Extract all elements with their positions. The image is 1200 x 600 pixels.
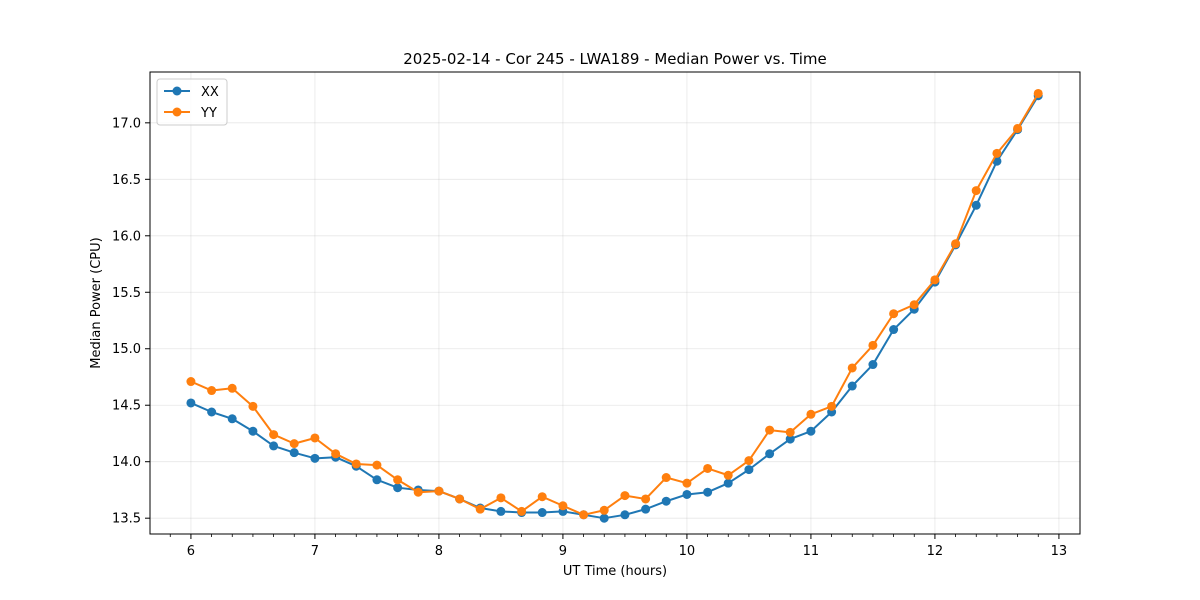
data-point-yy (227, 383, 237, 393)
data-point-yy (434, 486, 444, 496)
data-point-xx (620, 510, 630, 520)
x-tick-label: 12 (927, 544, 944, 559)
data-point-xx (723, 478, 733, 488)
y-tick-label: 14.0 (112, 455, 141, 470)
data-point-xx (744, 465, 754, 475)
data-point-xx (703, 487, 713, 497)
data-point-xx (971, 200, 981, 210)
data-point-yy (558, 501, 568, 511)
data-point-yy (723, 470, 733, 480)
data-point-yy (1013, 123, 1023, 133)
data-point-yy (455, 494, 465, 504)
data-point-yy (951, 239, 961, 249)
data-point-yy (703, 463, 713, 473)
data-point-yy (372, 460, 382, 470)
x-axis-label: UT Time (hours) (563, 564, 667, 579)
x-tick-label: 10 (679, 544, 696, 559)
data-point-yy (868, 340, 878, 350)
data-point-yy (620, 491, 630, 501)
data-point-yy (806, 409, 816, 419)
data-point-yy (765, 425, 775, 435)
data-point-yy (992, 148, 1002, 158)
data-point-yy (785, 427, 795, 437)
data-point-xx (269, 441, 279, 451)
x-tick-label: 7 (311, 544, 319, 559)
data-point-xx (496, 506, 506, 516)
data-point-yy (310, 433, 320, 443)
data-point-xx (682, 489, 692, 499)
data-point-yy (269, 430, 279, 440)
data-point-xx (661, 496, 671, 506)
chart-title: 2025-02-14 - Cor 245 - LWA189 - Median P… (403, 50, 827, 68)
y-tick-label: 16.0 (112, 229, 141, 244)
data-point-yy (641, 494, 651, 504)
data-point-xx (289, 448, 299, 458)
y-tick-label: 17.0 (112, 116, 141, 131)
y-tick-label: 16.5 (112, 173, 141, 188)
series-layer (186, 88, 1043, 523)
data-point-yy (682, 478, 692, 488)
data-point-xx (599, 513, 609, 523)
data-point-yy (930, 275, 940, 285)
data-point-yy (393, 475, 403, 485)
data-point-xx (537, 508, 547, 518)
legend-marker-yy (172, 107, 182, 117)
data-point-yy (351, 459, 361, 469)
y-tick-label: 15.0 (112, 342, 141, 357)
data-point-yy (1033, 88, 1043, 98)
data-point-xx (393, 483, 403, 493)
plot-area (149, 71, 1081, 535)
data-point-yy (909, 300, 919, 310)
data-point-xx (248, 426, 258, 436)
data-point-yy (186, 377, 196, 387)
x-tick-label: 13 (1051, 544, 1068, 559)
data-point-xx (847, 381, 857, 391)
y-axis-label: Median Power (CPU) (89, 237, 104, 368)
data-point-xx (372, 475, 382, 485)
data-point-yy (289, 439, 299, 449)
data-point-xx (765, 449, 775, 459)
data-point-yy (847, 363, 857, 373)
data-point-yy (496, 493, 506, 503)
legend: XX YY (156, 78, 228, 126)
data-point-yy (537, 492, 547, 502)
data-point-xx (806, 426, 816, 436)
data-point-xx (186, 398, 196, 408)
data-point-yy (331, 449, 341, 459)
data-point-xx (227, 414, 237, 424)
x-tick-label: 6 (187, 544, 195, 559)
data-point-xx (889, 325, 899, 335)
data-point-xx (310, 453, 320, 463)
data-point-yy (744, 456, 754, 466)
data-point-yy (599, 505, 609, 515)
x-tick-label: 11 (803, 544, 820, 559)
x-tick-label: 9 (559, 544, 567, 559)
data-point-yy (413, 487, 423, 497)
y-tick-label: 15.5 (112, 286, 141, 301)
y-tick-label: 13.5 (112, 512, 141, 527)
data-point-xx (641, 504, 651, 514)
data-point-yy (248, 401, 258, 411)
legend-marker-xx (172, 86, 182, 96)
data-point-xx (868, 360, 878, 370)
data-point-yy (971, 186, 981, 196)
data-point-yy (661, 473, 671, 483)
data-point-xx (785, 434, 795, 444)
data-point-yy (517, 506, 527, 516)
legend-label-xx: XX (201, 85, 219, 100)
data-point-yy (889, 309, 899, 319)
legend-label-yy: YY (200, 106, 217, 121)
y-tick-label: 14.5 (112, 399, 141, 414)
data-point-xx (207, 407, 217, 417)
data-point-yy (475, 504, 485, 514)
tick-layer: 6 7 8 9 10 11 12 13 13.5 14.0 14.5 15.0 15.5 16.0 16.5… (112, 116, 1067, 559)
data-point-yy (207, 386, 217, 396)
grid-layer (150, 72, 1080, 534)
x-tick-label: 8 (435, 544, 443, 559)
data-point-yy (827, 401, 837, 411)
data-point-yy (579, 510, 589, 520)
